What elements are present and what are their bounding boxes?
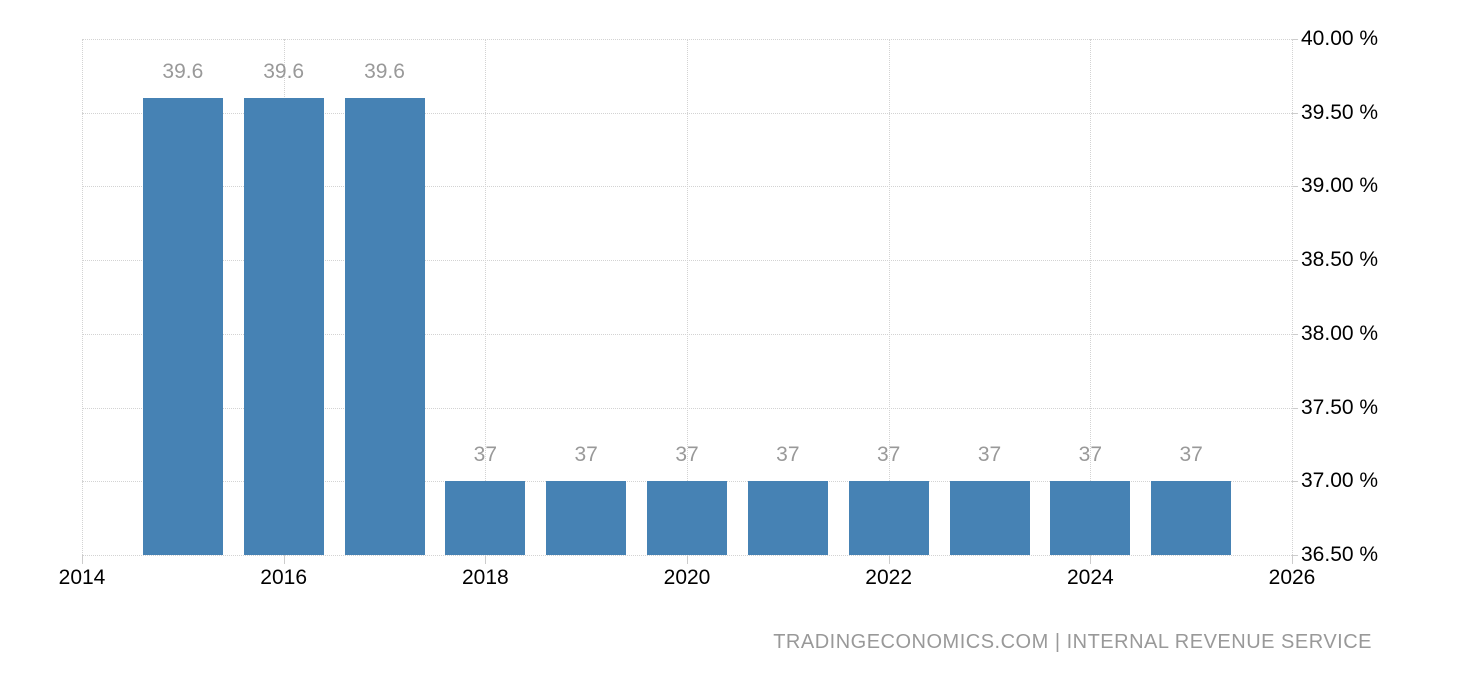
y-axis-tick <box>1292 112 1298 114</box>
gridline-vertical <box>1292 39 1293 555</box>
bar-value-label: 37 <box>675 443 699 467</box>
bar-2022[interactable] <box>848 481 929 555</box>
bar-2020[interactable] <box>647 481 727 555</box>
x-axis-tick <box>283 555 285 564</box>
y-tick-label: 38.50 % <box>1301 248 1379 272</box>
plot-area[interactable]: 39.6 39.6 39.6 37 37 37 37 37 37 37 37 <box>82 39 1298 564</box>
x-tick-label: 2026 <box>1268 566 1316 589</box>
x-tick-label: 2024 <box>1066 566 1114 589</box>
x-tick-label: 2020 <box>663 566 711 589</box>
y-tick-label: 37.00 % <box>1301 469 1379 493</box>
x-axis-tick <box>1090 555 1092 564</box>
bar-2016[interactable] <box>243 97 324 555</box>
y-tick-label: 37.50 % <box>1301 395 1379 419</box>
x-tick-label: 2014 <box>58 566 106 589</box>
y-tick-label: 39.00 % <box>1301 174 1379 198</box>
x-axis-tick <box>687 555 688 564</box>
x-tick-label: 2018 <box>461 566 509 589</box>
x-axis-tick <box>485 555 487 564</box>
y-axis-tick <box>1292 407 1298 409</box>
bar-2015[interactable] <box>142 97 223 555</box>
y-tick-label: 36.50 % <box>1301 543 1379 566</box>
bar-value-label: 37 <box>473 443 497 467</box>
bar-2018[interactable] <box>445 481 526 555</box>
y-axis-tick <box>1292 39 1298 40</box>
bar-2024[interactable] <box>1050 481 1131 555</box>
x-axis-tick <box>888 555 890 564</box>
bar-value-label: 37 <box>776 443 800 467</box>
bar-value-label: 39.6 <box>364 59 405 83</box>
x-axis-tick <box>82 555 83 564</box>
bar-value-label: 39.6 <box>263 59 305 83</box>
x-axis-tick <box>1292 555 1293 564</box>
attribution: TRADINGECONOMICS.COM | INTERNAL REVENUE … <box>773 631 1372 654</box>
gridline-vertical <box>1090 39 1092 555</box>
y-tick-label: 38.00 % <box>1301 321 1379 345</box>
bar-2017[interactable] <box>344 97 425 555</box>
y-axis-tick <box>1292 333 1298 335</box>
bar-2021[interactable] <box>747 481 828 555</box>
y-tick-label: 39.50 % <box>1301 100 1379 124</box>
bar-2023[interactable] <box>949 481 1030 555</box>
y-axis-tick <box>1292 186 1298 188</box>
x-tick-label: 2016 <box>260 566 308 589</box>
bar-2025[interactable] <box>1151 481 1232 555</box>
gridline-vertical <box>82 39 83 555</box>
y-axis-tick <box>1292 260 1298 262</box>
gridline-vertical <box>485 39 487 555</box>
bar-value-label: 37 <box>876 443 901 467</box>
bar-value-label: 37 <box>1179 443 1203 467</box>
y-axis-tick <box>1292 481 1298 483</box>
y-tick-label: 40.00 % <box>1301 27 1379 50</box>
x-tick-label: 2022 <box>865 566 913 589</box>
attribution-text: TRADINGECONOMICS.COM | INTERNAL REVENUE … <box>773 631 1372 653</box>
gridline-vertical <box>687 39 688 555</box>
bar-2019[interactable] <box>546 481 627 555</box>
gridline-vertical <box>888 39 890 555</box>
bar-value-label: 37 <box>574 443 598 467</box>
bar-value-label: 39.6 <box>162 59 204 83</box>
bar-value-label: 37 <box>1078 443 1102 467</box>
bar-value-label: 37 <box>977 443 1002 467</box>
y-axis-tick <box>1292 555 1298 556</box>
